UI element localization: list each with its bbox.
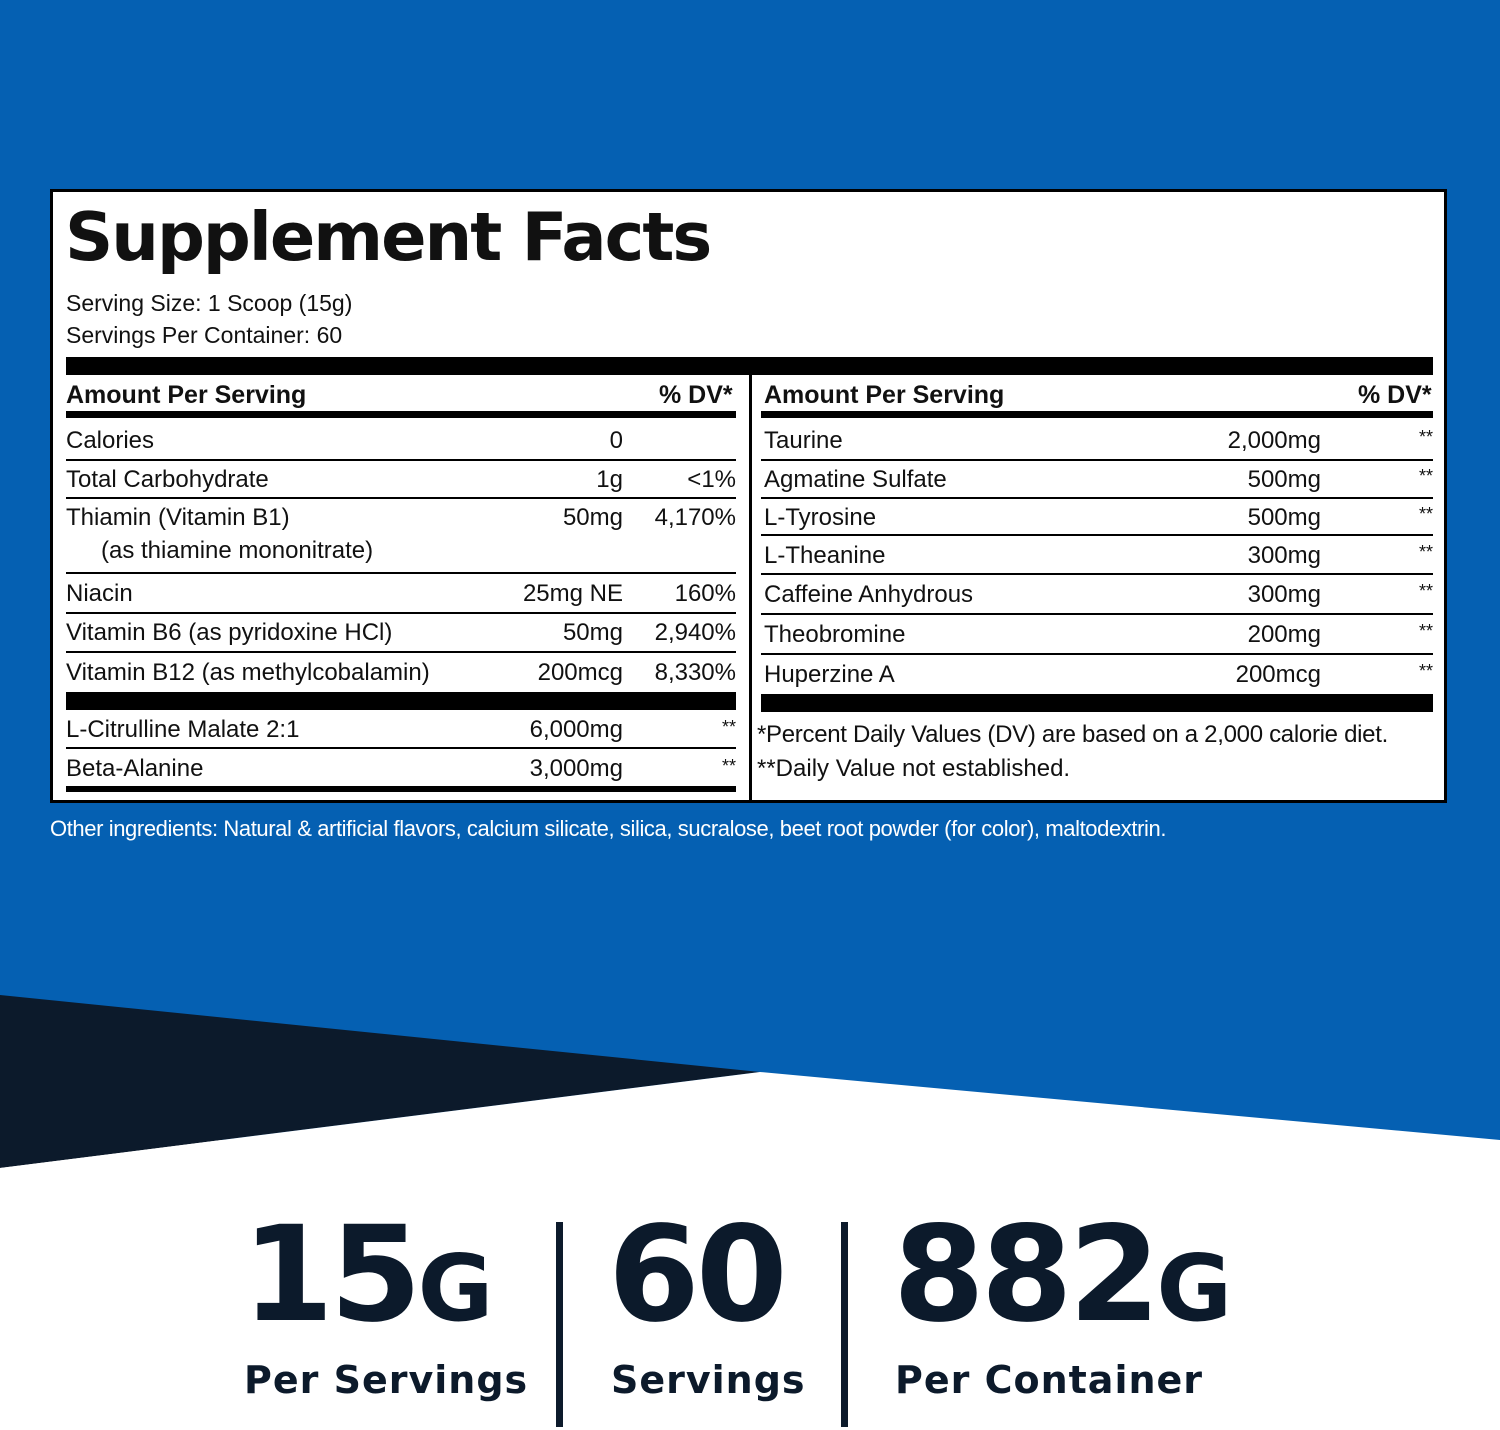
row-divider xyxy=(761,459,1433,461)
nutrient-name: Huperzine A xyxy=(764,661,895,688)
nutrient-amount: 3,000mg xyxy=(529,755,623,782)
stat-serving-size: 15G xyxy=(242,1205,493,1385)
row-divider xyxy=(761,497,1433,499)
stat-divider xyxy=(556,1222,563,1427)
row-divider xyxy=(66,497,736,499)
row-divider xyxy=(761,653,1433,655)
nutrient-name: Calories xyxy=(66,427,155,454)
stat-container: 882G xyxy=(893,1205,1232,1385)
nutrient-dv: 160% xyxy=(674,580,736,607)
stat-unit: G xyxy=(1156,1235,1232,1342)
footnote-not-established: **Daily Value not established. xyxy=(757,755,1071,782)
row-divider xyxy=(66,747,736,749)
nutrient-name: Niacin xyxy=(66,580,133,607)
nutrient-amount: 300mg xyxy=(1247,581,1321,608)
row-divider xyxy=(66,612,736,614)
nutrient-name: Caffeine Anhydrous xyxy=(764,581,974,608)
nutrient-dv: ** xyxy=(1418,504,1433,524)
nutrient-amount: 50mg xyxy=(562,504,623,531)
stat-divider xyxy=(841,1222,848,1427)
servings-per-container: Servings Per Container: 60 xyxy=(66,322,343,348)
nutrient-name: L-Theanine xyxy=(764,542,886,569)
left-header-dv: % DV* xyxy=(659,381,733,409)
nutrient-dv: 2,940% xyxy=(654,619,736,646)
nutrient-name: L-Citrulline Malate 2:1 xyxy=(66,716,300,743)
row-divider xyxy=(66,459,736,461)
stat-servings: 60 xyxy=(608,1205,788,1385)
row-divider xyxy=(761,573,1433,575)
footnote-dv: *Percent Daily Values (DV) are based on … xyxy=(757,721,1388,748)
nutrient-dv: 8,330% xyxy=(654,659,736,686)
nutrient-dv: ** xyxy=(721,756,736,776)
supplement-facts-panel: Supplement Facts Serving Size: 1 Scoop (… xyxy=(50,189,1447,803)
background-white-wedge xyxy=(0,1072,1500,1430)
thick-divider xyxy=(761,694,1433,712)
nutrient-amount: 200mcg xyxy=(1235,661,1321,688)
nutrient-dv: ** xyxy=(1418,542,1433,562)
nutrient-amount: 25mg NE xyxy=(522,580,623,607)
stat-number: 15 xyxy=(242,1198,422,1352)
nutrient-name: Beta-Alanine xyxy=(66,755,204,782)
nutrient-name: Agmatine Sulfate xyxy=(764,466,947,493)
serving-size-text: Serving Size: 1 Scoop (15g) xyxy=(66,290,353,316)
nutrient-dv: ** xyxy=(1418,427,1433,447)
nutrient-dv: 4,170% xyxy=(654,504,736,531)
nutrient-dv: ** xyxy=(721,717,736,737)
nutrient-dv: ** xyxy=(1418,466,1433,486)
nutrient-name: L-Tyrosine xyxy=(764,504,877,531)
nutrient-amount: 1g xyxy=(596,466,623,493)
row-divider xyxy=(66,572,736,574)
nutrient-name: Theobromine xyxy=(764,621,906,648)
stat-label: Per Container xyxy=(895,1358,1204,1402)
bottom-divider xyxy=(66,786,736,792)
nutrient-name: Thiamin (Vitamin B1) xyxy=(66,504,290,531)
nutrient-amount: 200mg xyxy=(1247,621,1321,648)
nutrient-amount: 50mg xyxy=(562,619,623,646)
nutrient-amount: 500mg xyxy=(1247,466,1321,493)
nutrient-name: Vitamin B12 (as methylcobalamin) xyxy=(66,659,430,686)
thick-divider xyxy=(66,357,1433,375)
nutrient-amount: 500mg xyxy=(1247,504,1321,531)
nutrient-dv: ** xyxy=(1418,621,1433,641)
left-header-amount: Amount Per Serving xyxy=(66,381,307,409)
nutrient-amount: 2,000mg xyxy=(1227,427,1321,454)
nutrient-subname: (as thiamine mononitrate) xyxy=(101,537,374,564)
stat-label: Per Servings xyxy=(244,1358,529,1402)
nutrient-dv: <1% xyxy=(687,466,736,493)
right-header-dv: % DV* xyxy=(1358,381,1432,409)
stat-unit: G xyxy=(417,1235,493,1342)
right-header-amount: Amount Per Serving xyxy=(764,381,1005,409)
stat-label: Servings xyxy=(611,1358,806,1402)
nutrient-name: Vitamin B6 (as pyridoxine HCl) xyxy=(66,619,393,646)
nutrient-amount: 200mcg xyxy=(537,659,623,686)
nutrient-name: Total Carbohydrate xyxy=(66,466,269,493)
row-divider xyxy=(66,651,736,653)
nutrient-amount: 300mg xyxy=(1247,542,1321,569)
row-divider xyxy=(761,613,1433,615)
nutrient-amount: 0 xyxy=(609,427,623,454)
nutrient-amount: 6,000mg xyxy=(529,716,623,743)
left-header-rule xyxy=(66,411,736,418)
background-navy-wedge xyxy=(0,995,760,1168)
column-divider xyxy=(749,375,752,803)
right-header-rule xyxy=(761,411,1433,418)
panel-title: Supplement Facts xyxy=(65,198,712,276)
nutrient-dv: ** xyxy=(1418,661,1433,681)
nutrient-name: Taurine xyxy=(764,427,843,454)
stat-number: 882 xyxy=(893,1198,1161,1352)
row-divider xyxy=(761,534,1433,536)
other-ingredients: Other ingredients: Natural & artificial … xyxy=(50,816,1167,841)
nutrient-dv: ** xyxy=(1418,581,1433,601)
stat-number: 60 xyxy=(608,1198,788,1352)
thick-divider xyxy=(66,692,736,710)
